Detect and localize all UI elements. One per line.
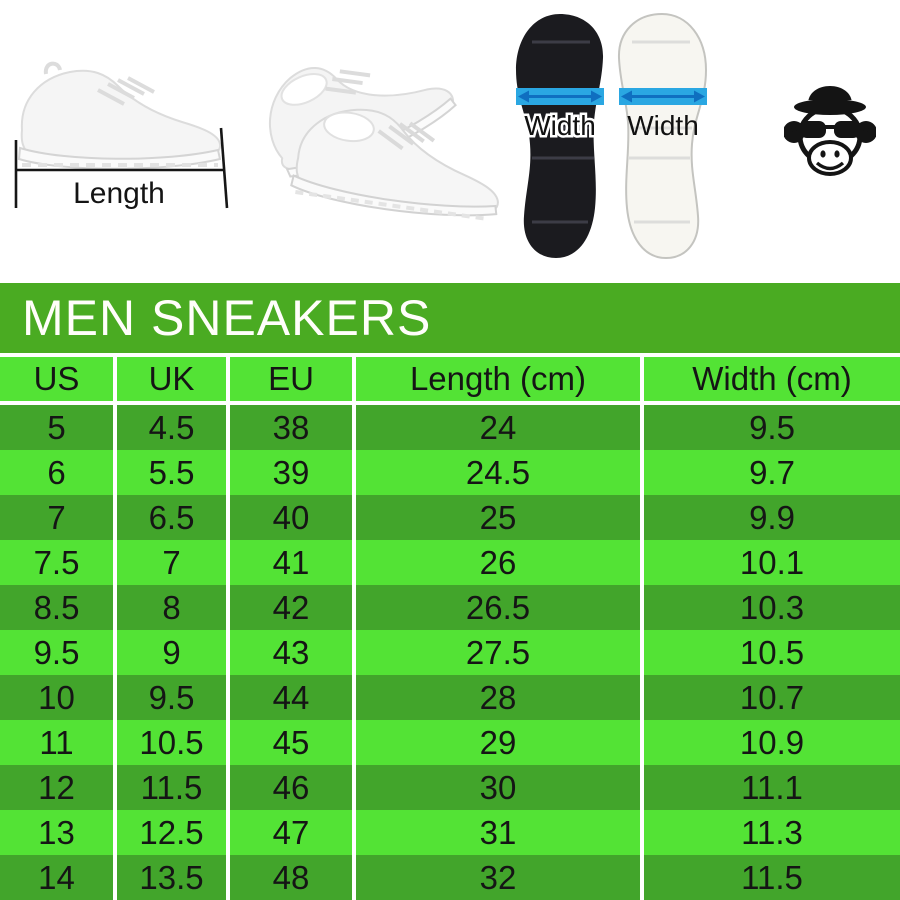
table-cell: 30 bbox=[356, 765, 640, 810]
table-cell: 11.1 bbox=[644, 765, 900, 810]
width-label-white-sole: Width bbox=[627, 110, 699, 141]
table-cell: 38 bbox=[230, 405, 352, 450]
table-cell: 9.5 bbox=[0, 630, 113, 675]
table-cell: 7 bbox=[117, 540, 226, 585]
table-cell: 10.9 bbox=[644, 720, 900, 765]
table-cell: 31 bbox=[356, 810, 640, 855]
table-cell: 5.5 bbox=[117, 450, 226, 495]
header-us: US bbox=[0, 357, 113, 401]
white-sole-tread bbox=[628, 40, 692, 224]
table-cell: 39 bbox=[230, 450, 352, 495]
table-title-bar: MEN SNEAKERS bbox=[0, 283, 900, 353]
monkey-left-ear bbox=[784, 121, 805, 143]
table-row: 13 12.5 47 31 11.3 bbox=[0, 810, 900, 855]
table-cell: 28 bbox=[356, 675, 640, 720]
black-sole-tread bbox=[530, 40, 594, 224]
sneaker-pair-photo bbox=[269, 66, 499, 222]
table-header-row: US UK EU Length (cm) Width (cm) bbox=[0, 357, 900, 401]
table-cell: 5 bbox=[0, 405, 113, 450]
table-cell: 41 bbox=[230, 540, 352, 585]
soles-width-diagram: Width Width bbox=[516, 13, 707, 259]
front-sneaker bbox=[290, 108, 499, 222]
table-row: 11 10.5 45 29 10.9 bbox=[0, 720, 900, 765]
sneaker-body bbox=[20, 69, 222, 165]
table-cell: 10.5 bbox=[117, 720, 226, 765]
length-label: Length bbox=[73, 177, 165, 210]
table-cell: 13 bbox=[0, 810, 113, 855]
length-measure-lines bbox=[14, 127, 229, 209]
size-table: MEN SNEAKERS US UK EU Length (cm) Width … bbox=[0, 283, 900, 900]
table-row: 12 11.5 46 30 11.1 bbox=[0, 765, 900, 810]
table-cell: 11.5 bbox=[644, 855, 900, 900]
monkey-logo-icon bbox=[784, 86, 876, 176]
table-cell: 12 bbox=[0, 765, 113, 810]
table-cell: 26 bbox=[356, 540, 640, 585]
table-row: 10 9.5 44 28 10.7 bbox=[0, 675, 900, 720]
table-cell: 24.5 bbox=[356, 450, 640, 495]
table-cell: 27.5 bbox=[356, 630, 640, 675]
table-cell: 48 bbox=[230, 855, 352, 900]
table-cell: 9.5 bbox=[644, 405, 900, 450]
table-cell: 25 bbox=[356, 495, 640, 540]
table-cell: 7 bbox=[0, 495, 113, 540]
laces bbox=[97, 76, 155, 106]
heel-tab bbox=[43, 61, 62, 75]
table-cell: 32 bbox=[356, 855, 640, 900]
table-row: 8.5 8 42 26.5 10.3 bbox=[0, 585, 900, 630]
size-table-body: 5 4.5 38 24 9.5 6 5.5 39 24.5 9.7 7 6.5 40 25 9.9 7.5 7 4… bbox=[0, 405, 900, 900]
table-cell: 45 bbox=[230, 720, 352, 765]
table-cell: 46 bbox=[230, 765, 352, 810]
table-cell: 9.5 bbox=[117, 675, 226, 720]
table-cell: 40 bbox=[230, 495, 352, 540]
header-width-cm: Width (cm) bbox=[644, 357, 900, 401]
table-cell: 8 bbox=[117, 585, 226, 630]
table-row: 5 4.5 38 24 9.5 bbox=[0, 405, 900, 450]
table-cell: 44 bbox=[230, 675, 352, 720]
table-cell: 11 bbox=[0, 720, 113, 765]
table-cell: 11.5 bbox=[117, 765, 226, 810]
table-cell: 6 bbox=[0, 450, 113, 495]
table-cell: 9.7 bbox=[644, 450, 900, 495]
table-cell: 8.5 bbox=[0, 585, 113, 630]
table-cell: 24 bbox=[356, 405, 640, 450]
table-cell: 6.5 bbox=[117, 495, 226, 540]
width-label-black-sole: Width bbox=[524, 110, 596, 141]
table-cell: 10.3 bbox=[644, 585, 900, 630]
table-cell: 7.5 bbox=[0, 540, 113, 585]
header-eu: EU bbox=[230, 357, 352, 401]
table-row: 7.5 7 41 26 10.1 bbox=[0, 540, 900, 585]
table-cell: 43 bbox=[230, 630, 352, 675]
width-arrow-white-sole bbox=[619, 88, 707, 105]
measurement-illustrations: Length bbox=[0, 0, 900, 283]
table-cell: 10.5 bbox=[644, 630, 900, 675]
table-cell: 47 bbox=[230, 810, 352, 855]
header-length-cm: Length (cm) bbox=[356, 357, 640, 401]
header-uk: UK bbox=[117, 357, 226, 401]
table-cell: 26.5 bbox=[356, 585, 640, 630]
width-arrow-black-sole bbox=[516, 88, 604, 105]
table-cell: 10.1 bbox=[644, 540, 900, 585]
monkey-muzzle bbox=[807, 140, 853, 176]
table-row: 6 5.5 39 24.5 9.7 bbox=[0, 450, 900, 495]
sunglasses bbox=[787, 121, 873, 138]
monkey-right-ear bbox=[855, 121, 876, 143]
table-cell: 10 bbox=[0, 675, 113, 720]
side-sneaker-length-diagram: Length bbox=[14, 61, 229, 210]
table-cell: 14 bbox=[0, 855, 113, 900]
bowler-hat bbox=[794, 86, 866, 115]
table-title: MEN SNEAKERS bbox=[22, 290, 432, 346]
table-cell: 12.5 bbox=[117, 810, 226, 855]
table-row: 9.5 9 43 27.5 10.5 bbox=[0, 630, 900, 675]
table-cell: 13.5 bbox=[117, 855, 226, 900]
table-cell: 4.5 bbox=[117, 405, 226, 450]
table-cell: 10.7 bbox=[644, 675, 900, 720]
table-row: 7 6.5 40 25 9.9 bbox=[0, 495, 900, 540]
table-cell: 11.3 bbox=[644, 810, 900, 855]
table-cell: 29 bbox=[356, 720, 640, 765]
table-cell: 42 bbox=[230, 585, 352, 630]
table-cell: 9.9 bbox=[644, 495, 900, 540]
table-row: 14 13.5 48 32 11.5 bbox=[0, 855, 900, 900]
table-cell: 9 bbox=[117, 630, 226, 675]
